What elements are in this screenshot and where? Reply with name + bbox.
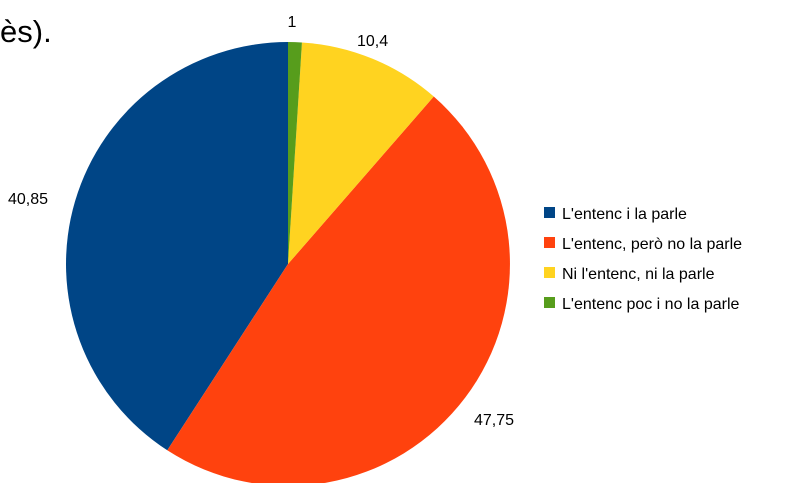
slice-data-label: 40,85	[8, 191, 48, 208]
pie-slices	[66, 42, 510, 483]
pie-slice	[66, 42, 288, 451]
legend-label: L'entenc i la parle	[562, 206, 687, 223]
title-fragment: ès).	[0, 14, 52, 49]
legend-swatch	[544, 267, 555, 278]
slice-data-label: 47,75	[474, 412, 514, 429]
legend-swatch	[544, 237, 555, 248]
slice-data-label: 10,4	[357, 33, 388, 50]
legend-label: L'entenc, però no la parle	[562, 236, 742, 253]
legend: L'entenc i la parle L'entenc, però no la …	[544, 206, 742, 313]
slice-data-label: 1	[288, 14, 297, 31]
data-labels: 40,85 47,75 10,4 1	[8, 14, 514, 429]
legend-label: Ni l'entenc, ni la parle	[562, 266, 715, 283]
pie-slice	[288, 42, 302, 264]
legend-swatch	[544, 207, 555, 218]
pie-slice	[288, 42, 434, 264]
legend-swatch	[544, 297, 555, 308]
pie-slice	[167, 96, 510, 483]
legend-label: L'entenc poc i no la parle	[562, 296, 740, 313]
